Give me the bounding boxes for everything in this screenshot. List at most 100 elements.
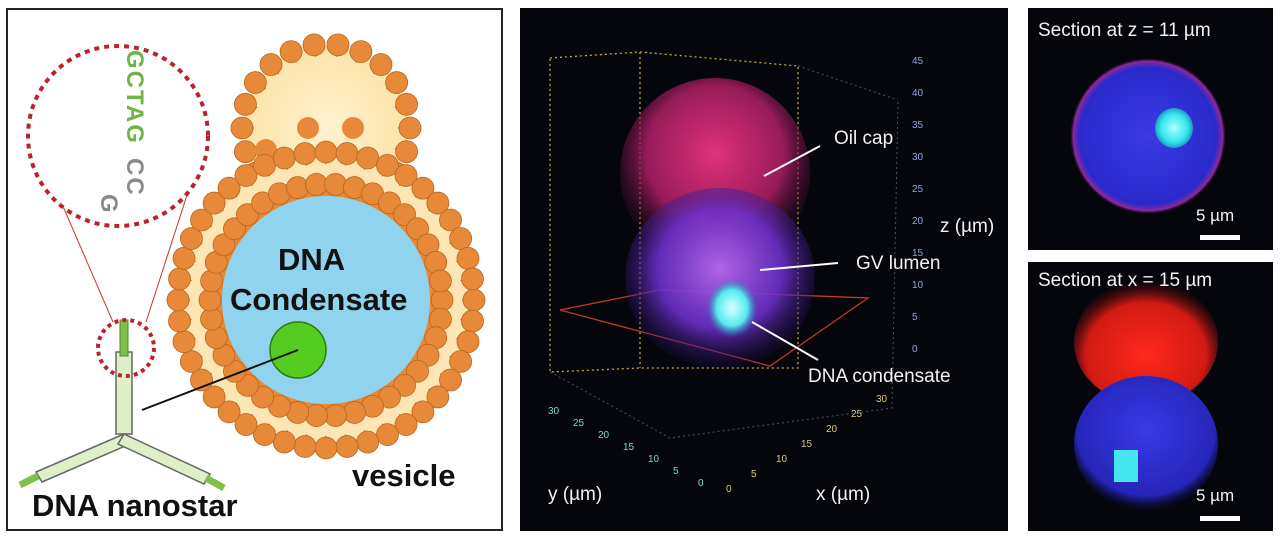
lipid-head: [326, 33, 350, 57]
3d-render-image: 45 40 35 30 25 20 15 10 5 0 0 5 10 15 20 25 30 30 25 20 15…: [548, 51, 924, 495]
lipid-head: [461, 267, 484, 291]
lipid-head: [190, 208, 213, 232]
lipid-head: [394, 413, 418, 436]
condensate-cross-section: [1155, 108, 1193, 148]
lipid-head: [385, 71, 409, 94]
lipid-head: [395, 92, 418, 116]
z-axis-label: z (µm): [940, 216, 995, 237]
tick-label: 0: [912, 344, 918, 355]
tick-label: 40: [912, 88, 924, 99]
z-axis-ticks: 45 40 35 30 25 20 15 10 5 0: [912, 56, 924, 355]
lipid-head: [293, 142, 317, 165]
lipid-head: [393, 373, 416, 397]
lipid-head: [179, 227, 203, 250]
lipid-head: [314, 140, 338, 164]
tick-label: 20: [826, 424, 838, 435]
section-x-image: [1074, 280, 1240, 521]
section-x-panel: Section at x = 15 µm 5 µm: [1028, 262, 1273, 531]
lipid-head: [279, 40, 303, 63]
lipid-head: [234, 413, 258, 436]
lipid-head: [376, 153, 399, 177]
tick-label: 10: [912, 280, 924, 291]
lipid-head: [251, 385, 274, 409]
lipid-head: [198, 288, 222, 312]
lipid-head: [272, 146, 296, 170]
tick-label: 45: [912, 56, 924, 67]
lipid-head: [305, 404, 328, 428]
lipid-head: [324, 172, 347, 196]
tick-label: 10: [776, 454, 788, 465]
sequence-green-text: GCTAG: [121, 50, 148, 145]
dna-nanostar-shape: [18, 319, 226, 492]
tick-label: 0: [698, 478, 704, 489]
lumen-section: [1074, 376, 1218, 512]
lipid-head: [172, 246, 196, 270]
lipid-head: [259, 53, 283, 76]
vesicle-label: vesicle: [352, 458, 456, 493]
lipid-head: [230, 116, 254, 140]
lipid-head: [426, 191, 450, 215]
section-x-title: Section at x = 15 µm: [1038, 270, 1213, 291]
nanostar-label: DNA nanostar: [32, 488, 238, 523]
tick-label: 20: [912, 216, 924, 227]
schematic-panel: GCTAG CC G DNA Condensate vesicle DNA na…: [6, 8, 503, 531]
tick-label: 5: [912, 312, 918, 323]
section-z-image: [1070, 58, 1240, 240]
lipid-head: [449, 350, 473, 373]
zoom-target-circle: [96, 318, 156, 378]
condensate-section: [1114, 450, 1138, 482]
lipid-head: [236, 203, 259, 227]
lipid-head: [305, 172, 328, 196]
lipid-head: [168, 309, 191, 333]
lipid-head: [166, 288, 190, 312]
lipid-head: [449, 227, 473, 250]
lipid-head: [430, 288, 454, 312]
lipid-head: [202, 191, 226, 215]
lipid-head: [426, 385, 450, 409]
tick-label: 15: [801, 439, 813, 450]
lipid-head: [335, 142, 359, 165]
dna-condensate-label: DNA condensate: [808, 366, 951, 387]
vesicle-cross-section: [1070, 58, 1226, 214]
lipid-head: [376, 423, 399, 447]
lipid-head: [378, 191, 401, 215]
lipid-head: [253, 423, 276, 447]
y-axis-ticks: 30 25 20 15 10 5 0: [548, 406, 704, 489]
section-z-panel: Section at z = 11 µm 5 µm: [1028, 8, 1273, 250]
lipid-head: [168, 267, 191, 291]
lipid-head: [324, 404, 347, 428]
lipid-head: [456, 330, 480, 354]
tick-label: 20: [598, 430, 610, 441]
scale-bar: [1200, 516, 1240, 521]
lipid-head: [461, 309, 484, 333]
lipid-head: [394, 164, 418, 187]
condensate-label-line1: DNA: [278, 242, 346, 277]
inner-lipid-layer: [198, 172, 454, 428]
lipid-head: [335, 435, 359, 458]
gv-lumen-blob: [625, 188, 815, 368]
x-axis-ticks: 0 5 10 15 20 25 30: [726, 394, 888, 495]
pointer-line: [141, 349, 299, 411]
lipid-head: [462, 288, 486, 312]
lipid-head: [416, 343, 440, 367]
schematic-drawing: [18, 33, 486, 492]
lipid-head: [212, 233, 236, 257]
lipid-head: [314, 436, 338, 460]
lipid-head: [302, 33, 326, 57]
tick-label: 25: [573, 418, 585, 429]
lipid-head: [172, 330, 196, 354]
lipid-head: [406, 217, 429, 241]
tick-label: 15: [912, 248, 924, 259]
oil-cap-label: Oil cap: [834, 128, 894, 149]
lipid-head: [429, 269, 452, 293]
lipid-head: [253, 153, 276, 177]
lipid-head: [297, 117, 319, 139]
lipid-head: [286, 176, 309, 199]
scale-bar: [1200, 235, 1240, 240]
lipid-head: [356, 430, 380, 454]
lipid-head: [293, 435, 317, 458]
tick-label: 25: [851, 409, 863, 420]
gv-lumen-label: GV lumen: [856, 253, 941, 274]
tick-label: 0: [726, 484, 732, 495]
tick-label: 5: [751, 469, 757, 480]
